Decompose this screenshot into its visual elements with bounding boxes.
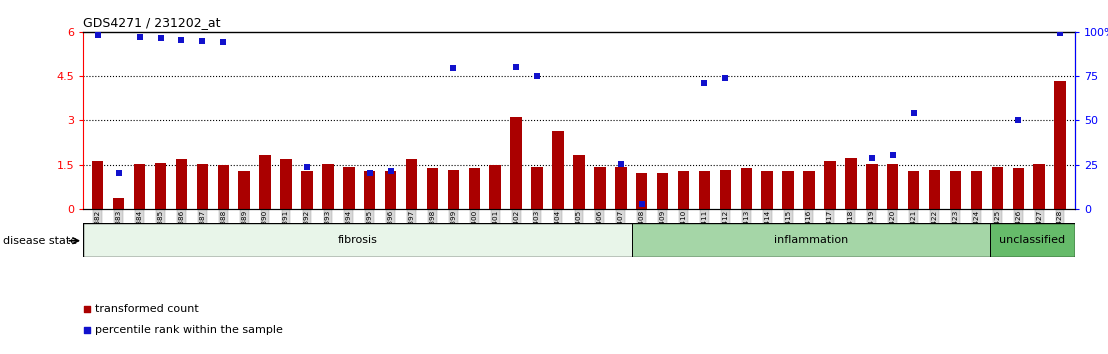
Bar <box>363 171 376 209</box>
Point <box>304 200 321 206</box>
Bar <box>950 171 962 209</box>
Bar <box>238 171 250 209</box>
Point <box>1009 118 1027 123</box>
Bar <box>636 173 647 209</box>
Bar <box>866 164 878 209</box>
Bar <box>1055 81 1066 209</box>
Point <box>1051 30 1069 36</box>
Bar <box>343 167 355 209</box>
Point <box>194 39 212 44</box>
Bar <box>532 167 543 209</box>
Point <box>131 34 148 40</box>
Bar <box>971 171 982 209</box>
Bar <box>259 155 270 209</box>
Point <box>298 164 316 170</box>
Bar <box>83 223 632 257</box>
Bar <box>824 161 835 209</box>
Point <box>612 161 629 167</box>
Bar <box>740 168 752 209</box>
Point <box>173 37 191 43</box>
Bar <box>196 164 208 209</box>
Bar <box>615 167 626 209</box>
Point <box>215 39 233 45</box>
Point <box>304 4 321 10</box>
Bar <box>301 171 312 209</box>
Bar <box>594 167 606 209</box>
Bar <box>490 165 501 209</box>
Text: fibrosis: fibrosis <box>338 235 378 245</box>
Bar <box>782 171 794 209</box>
Bar <box>427 168 439 209</box>
Point <box>633 201 650 206</box>
Text: disease state: disease state <box>3 236 78 246</box>
Bar <box>907 171 920 209</box>
Bar <box>113 198 124 209</box>
Bar <box>155 163 166 209</box>
Bar <box>176 159 187 209</box>
Bar <box>888 164 899 209</box>
Point <box>884 152 902 158</box>
Bar <box>134 164 145 209</box>
Point <box>905 110 923 116</box>
Text: inflammation: inflammation <box>773 235 848 245</box>
Text: percentile rank within the sample: percentile rank within the sample <box>94 325 283 336</box>
Bar <box>991 223 1075 257</box>
Bar <box>632 223 991 257</box>
Point <box>529 73 546 78</box>
Bar <box>384 171 397 209</box>
Bar <box>217 165 229 209</box>
Point <box>507 64 525 69</box>
Point <box>696 80 714 85</box>
Bar <box>699 171 710 209</box>
Bar <box>552 131 564 209</box>
Bar <box>469 168 480 209</box>
Bar <box>1034 164 1045 209</box>
Bar <box>845 158 856 209</box>
Bar <box>448 170 459 209</box>
Text: GDS4271 / 231202_at: GDS4271 / 231202_at <box>83 16 220 29</box>
Bar <box>719 170 731 209</box>
Point <box>89 33 106 38</box>
Bar <box>678 171 689 209</box>
Bar <box>929 170 941 209</box>
Bar <box>322 164 334 209</box>
Bar <box>992 167 1003 209</box>
Text: unclassified: unclassified <box>999 235 1066 245</box>
Point <box>717 76 735 81</box>
Bar <box>280 159 291 209</box>
Bar <box>803 171 814 209</box>
Point <box>361 170 379 176</box>
Bar <box>657 173 668 209</box>
Bar <box>92 161 103 209</box>
Bar <box>1013 168 1024 209</box>
Point <box>444 65 462 71</box>
Text: transformed count: transformed count <box>94 304 198 314</box>
Point <box>152 35 170 41</box>
Point <box>863 155 881 161</box>
Point <box>110 170 127 176</box>
Bar <box>761 171 773 209</box>
Bar <box>406 159 418 209</box>
Bar <box>511 118 522 209</box>
Point <box>382 168 400 174</box>
Bar <box>573 155 585 209</box>
